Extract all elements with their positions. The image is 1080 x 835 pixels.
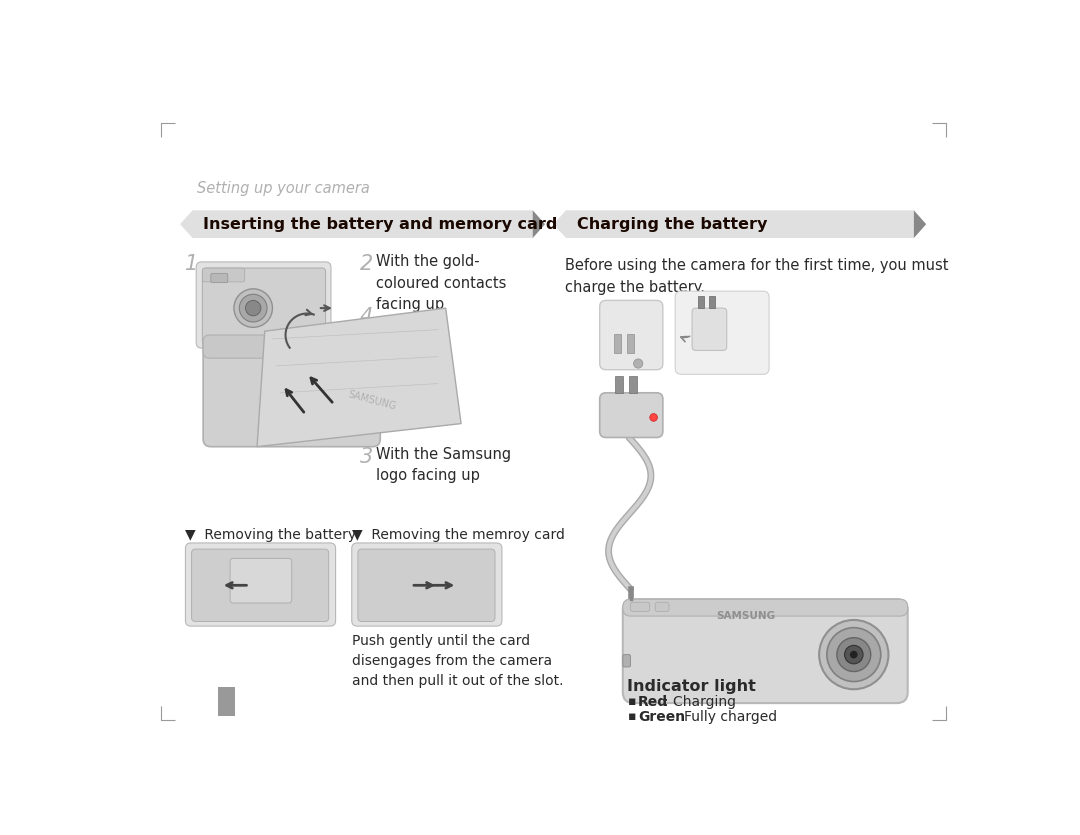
Polygon shape (180, 210, 532, 238)
FancyBboxPatch shape (203, 335, 380, 447)
FancyBboxPatch shape (186, 543, 336, 626)
FancyBboxPatch shape (202, 268, 325, 345)
Circle shape (245, 301, 261, 316)
Text: : Fully charged: : Fully charged (675, 710, 778, 724)
Text: SAMSUNG: SAMSUNG (348, 389, 397, 412)
Text: ▪: ▪ (629, 696, 637, 708)
FancyBboxPatch shape (197, 262, 330, 348)
FancyBboxPatch shape (692, 308, 727, 351)
Circle shape (827, 628, 881, 681)
FancyBboxPatch shape (191, 549, 328, 621)
Polygon shape (914, 210, 927, 238)
Text: 4: 4 (360, 306, 373, 326)
Bar (218, 687, 234, 716)
FancyBboxPatch shape (202, 268, 245, 282)
Text: 3: 3 (360, 447, 373, 467)
Bar (616, 376, 623, 392)
Circle shape (850, 650, 858, 659)
Bar (629, 376, 637, 392)
Polygon shape (257, 308, 461, 447)
Circle shape (837, 638, 870, 671)
Text: 1: 1 (186, 254, 199, 274)
Text: Green: Green (638, 710, 686, 724)
FancyBboxPatch shape (230, 559, 292, 603)
Text: ▼  Removing the battery: ▼ Removing the battery (186, 528, 356, 542)
Bar (699, 296, 704, 308)
Polygon shape (554, 210, 914, 238)
FancyBboxPatch shape (623, 600, 907, 703)
Text: With the Samsung
logo facing up: With the Samsung logo facing up (377, 447, 512, 483)
FancyBboxPatch shape (357, 549, 495, 621)
FancyBboxPatch shape (675, 291, 769, 374)
FancyBboxPatch shape (203, 335, 380, 358)
Circle shape (819, 620, 889, 689)
FancyBboxPatch shape (631, 602, 650, 611)
FancyBboxPatch shape (352, 543, 502, 626)
Text: Indicator light: Indicator light (626, 679, 756, 694)
Text: Push gently until the card
disengages from the camera
and then pull it out of th: Push gently until the card disengages fr… (352, 634, 564, 688)
Text: With the gold-
coloured contacts
facing up: With the gold- coloured contacts facing … (377, 254, 507, 312)
FancyBboxPatch shape (623, 600, 907, 616)
Circle shape (234, 289, 272, 327)
FancyBboxPatch shape (599, 301, 663, 370)
Text: Charging the battery: Charging the battery (577, 216, 767, 231)
Text: ▪: ▪ (629, 710, 637, 723)
Text: 6: 6 (221, 688, 231, 703)
Text: Before using the camera for the first time, you must
charge the battery.: Before using the camera for the first ti… (565, 258, 948, 295)
Text: Inserting the battery and memory card: Inserting the battery and memory card (203, 216, 557, 231)
Circle shape (650, 413, 658, 422)
Text: ▼  Removing the memroy card: ▼ Removing the memroy card (352, 528, 565, 542)
Bar (626, 334, 634, 352)
Text: SAMSUNG: SAMSUNG (716, 611, 775, 621)
Text: Setting up your camera: Setting up your camera (197, 181, 369, 196)
Bar (613, 334, 621, 352)
Circle shape (634, 359, 643, 368)
FancyBboxPatch shape (623, 655, 631, 667)
Text: Red: Red (638, 696, 669, 710)
Polygon shape (532, 210, 545, 238)
Bar (710, 296, 715, 308)
FancyBboxPatch shape (656, 602, 669, 611)
FancyBboxPatch shape (599, 392, 663, 438)
Text: 2: 2 (360, 254, 373, 274)
Circle shape (240, 294, 267, 322)
Text: : Charging: : Charging (663, 696, 735, 710)
FancyBboxPatch shape (211, 273, 228, 283)
Circle shape (845, 645, 863, 664)
